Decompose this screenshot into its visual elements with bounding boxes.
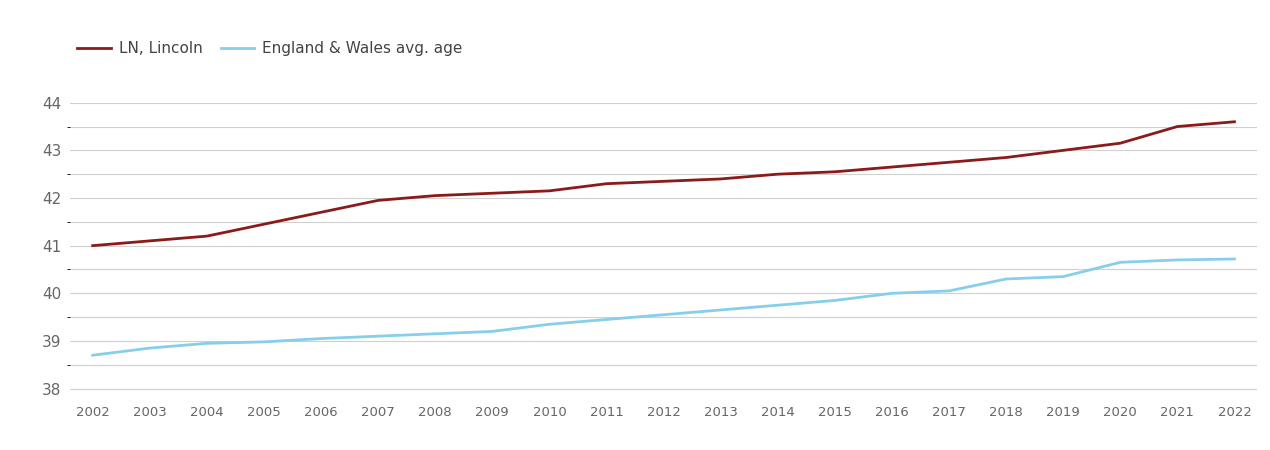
LN, Lincoln [770,171,785,177]
England & Wales avg. age [941,288,956,293]
England & Wales avg. age [770,302,785,308]
LN, Lincoln [1113,140,1128,146]
England & Wales avg. age [1227,256,1242,262]
England & Wales avg. age [257,339,272,345]
England & Wales avg. age [1055,274,1071,279]
England & Wales avg. age [1113,260,1128,265]
England & Wales avg. age [998,276,1013,282]
England & Wales avg. age [884,291,899,296]
LN, Lincoln [998,155,1013,160]
England & Wales avg. age [199,341,215,346]
LN, Lincoln [599,181,615,186]
England & Wales avg. age [85,352,100,358]
LN, Lincoln [884,164,899,170]
LN, Lincoln [542,188,558,194]
England & Wales avg. age [428,331,443,337]
England & Wales avg. age [599,317,615,322]
LN, Lincoln [712,176,728,182]
LN, Lincoln [199,234,215,239]
Line: LN, Lincoln: LN, Lincoln [93,122,1234,246]
LN, Lincoln [941,160,956,165]
LN, Lincoln [371,198,386,203]
LN, Lincoln [827,169,842,175]
England & Wales avg. age [314,336,329,341]
LN, Lincoln [428,193,443,198]
England & Wales avg. age [827,298,842,303]
England & Wales avg. age [371,333,386,339]
LN, Lincoln [257,221,272,227]
LN, Lincoln [485,190,500,196]
LN, Lincoln [142,238,157,243]
Line: England & Wales avg. age: England & Wales avg. age [93,259,1234,355]
Legend: LN, Lincoln, England & Wales avg. age: LN, Lincoln, England & Wales avg. age [77,41,462,56]
LN, Lincoln [1170,124,1185,129]
England & Wales avg. age [142,346,157,351]
England & Wales avg. age [712,307,728,313]
LN, Lincoln [1055,148,1071,153]
LN, Lincoln [85,243,100,248]
LN, Lincoln [655,179,671,184]
England & Wales avg. age [655,312,671,317]
LN, Lincoln [1227,119,1242,125]
LN, Lincoln [314,210,329,215]
England & Wales avg. age [485,328,500,334]
England & Wales avg. age [542,322,558,327]
England & Wales avg. age [1170,257,1185,263]
